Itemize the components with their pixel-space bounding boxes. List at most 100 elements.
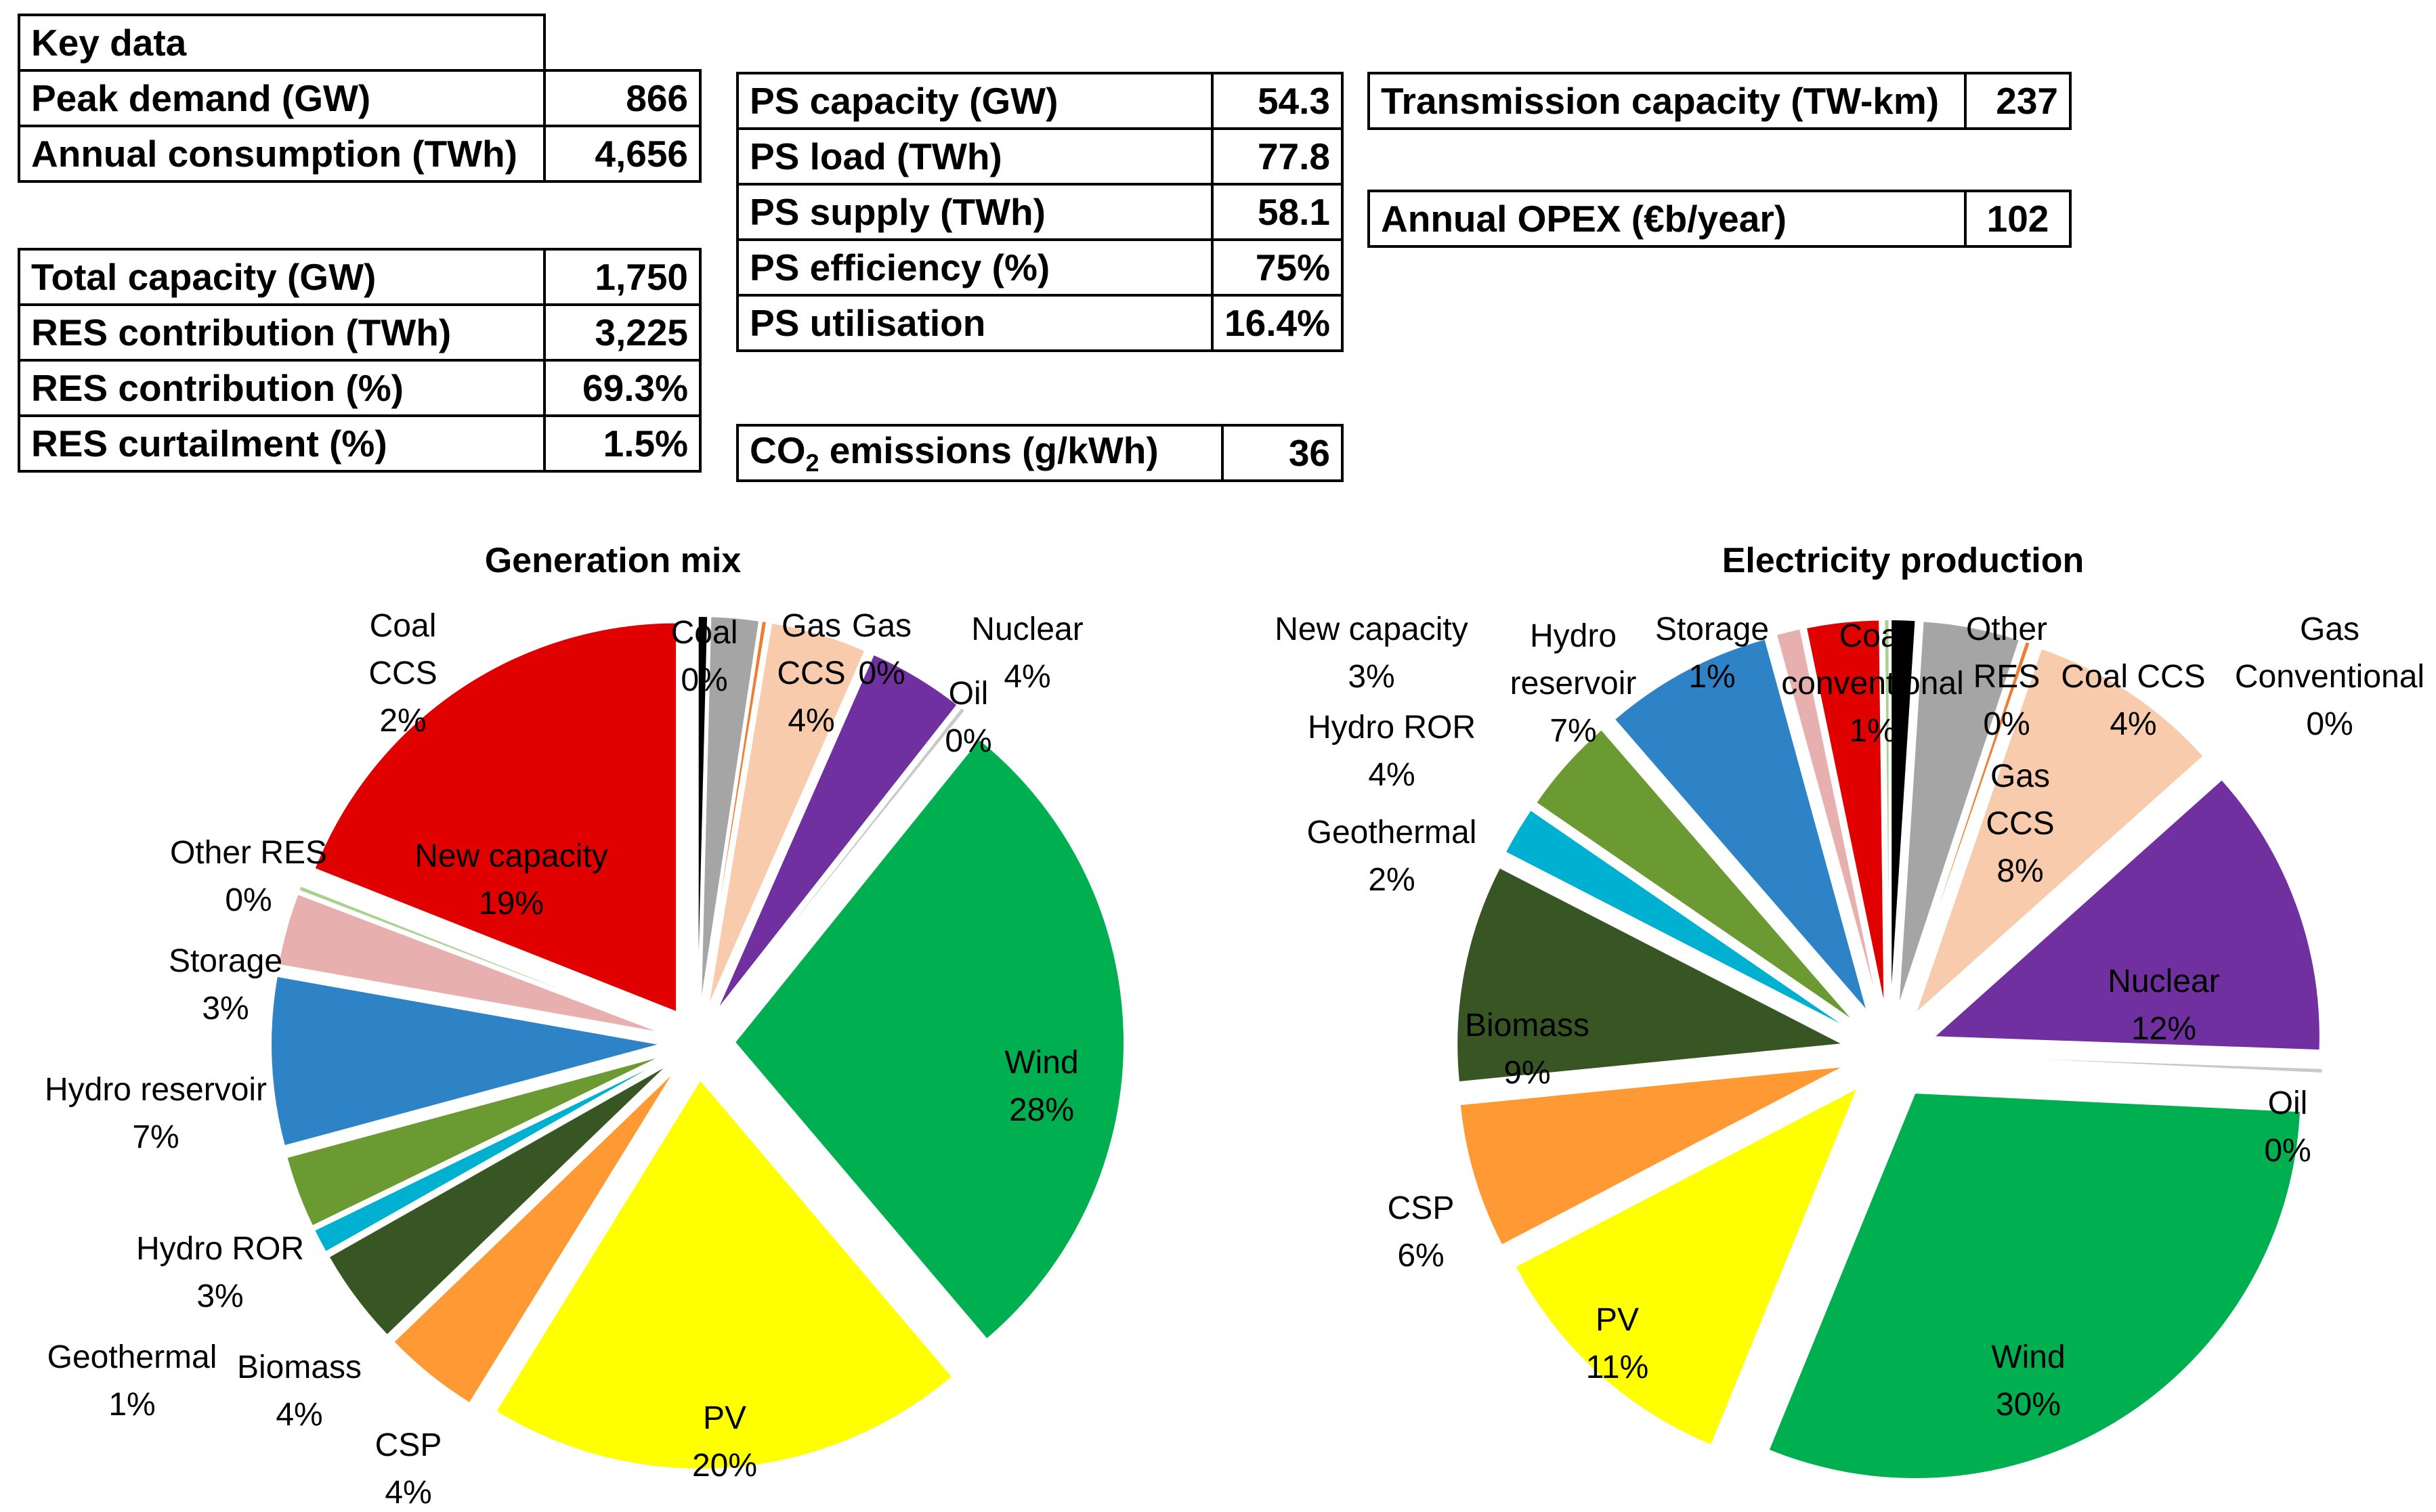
res-contribution-twh-value: 3,225 bbox=[543, 303, 702, 362]
chart1-slice-hydro-ror bbox=[286, 1055, 663, 1227]
chart1-slice-storage bbox=[277, 893, 662, 1034]
chart2-value-hydro-reservoir: 7% bbox=[1550, 713, 1596, 749]
opex-table: Annual OPEX (€b/year) 102 bbox=[1367, 190, 2072, 248]
chart1-slice-other-res bbox=[298, 885, 664, 1031]
res-contribution-pct-label: RES contribution (%) bbox=[18, 359, 546, 417]
chart1-slice-csp bbox=[392, 1071, 675, 1404]
chart1-label-biomass: Biomass 4% bbox=[237, 1349, 362, 1433]
key-data-table: Key data Peak demand (GW) 866 Annual con… bbox=[18, 14, 702, 183]
chart2-slice-csp bbox=[1459, 1066, 1845, 1247]
chart1-value-nuclear: 4% bbox=[1004, 659, 1050, 695]
transmission-table: Transmission capacity (TW-km) 237 bbox=[1367, 72, 2072, 130]
chart2-slice-geothermal bbox=[1504, 808, 1850, 1029]
chart2-label-hydro-reservoir: Hydro reservoir 7% bbox=[1510, 618, 1637, 749]
chart1-slice-gas-ccs bbox=[707, 622, 866, 1008]
chart1-value-gas-ccs: 4% bbox=[788, 703, 834, 739]
chart2-slice-coal-ccs bbox=[1898, 620, 2021, 1007]
chart1-label-gas-ccs: Gas CCS 4% bbox=[777, 608, 845, 739]
chart1-label-hydro-ror: Hydro ROR 3% bbox=[136, 1231, 304, 1314]
ps-capacity-value: 54.3 bbox=[1211, 72, 1344, 130]
chart1-value-csp: 4% bbox=[385, 1475, 431, 1511]
ps-table: PS capacity (GW) 54.3 PS load (TWh) 77.8… bbox=[735, 72, 1344, 352]
key-data-title: Key data bbox=[18, 14, 546, 72]
chart1-slice-geothermal bbox=[313, 1059, 665, 1253]
chart2-value-gas-conventional: 0% bbox=[2306, 706, 2353, 742]
chart1-slice-hydro-reservoir bbox=[270, 975, 661, 1147]
chart2-value-gas-ccs: 8% bbox=[1996, 853, 2043, 889]
chart2-slice-gas-ccs bbox=[1914, 647, 2205, 1016]
chart2-slice-new-capacity bbox=[1805, 619, 1885, 1006]
ps-supply-label: PS supply (TWh) bbox=[735, 183, 1214, 241]
chart2-slice-hydro-ror bbox=[1535, 729, 1855, 1022]
res-curtailment-value: 1.5% bbox=[543, 414, 702, 473]
ps-utilisation-label: PS utilisation bbox=[735, 294, 1214, 352]
res-contribution-pct-value: 69.3% bbox=[543, 359, 702, 417]
chart1-value-coal-ccs: 2% bbox=[379, 703, 426, 739]
chart1-label-oil: Oil 0% bbox=[945, 676, 991, 759]
total-capacity-value: 1,750 bbox=[543, 248, 702, 306]
chart1-slice-biomass bbox=[328, 1064, 668, 1337]
co2-table: CO2 emissions (g/kWh) 36 bbox=[736, 424, 1344, 482]
ps-load-value: 77.8 bbox=[1211, 127, 1344, 186]
chart2-slice-nuclear bbox=[1932, 778, 2321, 1052]
ps-efficiency-label: PS efficiency (%) bbox=[735, 238, 1214, 297]
chart2-value-wind: 30% bbox=[1996, 1387, 2061, 1423]
chart1-value-geothermal: 1% bbox=[108, 1387, 155, 1423]
chart1-label-new-capacity: New capacity 19% bbox=[414, 838, 607, 922]
chart1-slice-oil bbox=[720, 706, 966, 1014]
chart2-slice-oil bbox=[1936, 1054, 2324, 1075]
chart2-slice-wind bbox=[1768, 1092, 2302, 1480]
chart1-label-storage: Storage 3% bbox=[169, 943, 282, 1027]
chart2-label-geothermal: Geothermal 2% bbox=[1307, 815, 1477, 898]
ps-load-label: PS load (TWh) bbox=[735, 127, 1214, 186]
chart1-label-coal-ccs: Coal CCS 2% bbox=[368, 608, 437, 739]
chart1-label-geothermal: Geothermal 1% bbox=[47, 1339, 217, 1423]
chart1-label-wind: Wind 28% bbox=[1004, 1045, 1078, 1128]
chart2-slice-biomass bbox=[1456, 867, 1845, 1083]
chart2-value-oil: 0% bbox=[2264, 1133, 2311, 1169]
chart2-slice-hydro-reservoir bbox=[1613, 638, 1868, 1012]
chart2-label-nuclear: Nuclear 12% bbox=[2108, 964, 2219, 1047]
chart2-value-hydro-ror: 4% bbox=[1368, 757, 1415, 793]
chart1-slice-coal-ccs bbox=[700, 615, 761, 1006]
chart1-label-other-res: Other RES 0% bbox=[170, 835, 327, 918]
ps-supply-value: 58.1 bbox=[1211, 183, 1344, 241]
co2-value: 36 bbox=[1221, 424, 1344, 482]
chart2-label-pv: PV 11% bbox=[1586, 1302, 1649, 1385]
chart1-title: Generation mix bbox=[485, 541, 742, 580]
chart1-slice-nuclear bbox=[716, 653, 959, 1012]
chart2-value-coal-conventional: 1% bbox=[1849, 713, 1896, 749]
chart2-slice-storage bbox=[1775, 628, 1879, 1008]
ps-capacity-label: PS capacity (GW) bbox=[735, 72, 1214, 130]
transmission-value: 237 bbox=[1964, 72, 2072, 130]
chart2-label-hydro-ror: Hydro ROR 4% bbox=[1308, 710, 1476, 793]
capacity-table: Total capacity (GW) 1,750 RES contributi… bbox=[18, 248, 702, 473]
chart2-label-other-res: Other RES 0% bbox=[1966, 611, 2047, 742]
chart2-label-csp: CSP 6% bbox=[1388, 1190, 1455, 1274]
chart1-slice-new-capacity bbox=[314, 622, 678, 1013]
chart2-label-gas-ccs: Gas CCS 8% bbox=[1986, 758, 2054, 889]
chart1-value-biomass: 4% bbox=[276, 1397, 322, 1433]
chart2-slices bbox=[1456, 618, 2324, 1480]
chart2-value-csp: 6% bbox=[1397, 1238, 1444, 1274]
chart2-slice-gas-conventional bbox=[1904, 641, 2032, 1009]
chart2-label-coal-ccs: Coal CCS 4% bbox=[2061, 659, 2205, 742]
annual-consumption-label: Annual consumption (TWh) bbox=[18, 125, 546, 183]
chart1-value-storage: 3% bbox=[202, 991, 249, 1027]
res-contribution-twh-label: RES contribution (TWh) bbox=[18, 303, 546, 362]
chart1-label-csp: CSP 4% bbox=[375, 1427, 442, 1511]
chart2-value-pv: 11% bbox=[1586, 1349, 1649, 1385]
opex-label: Annual OPEX (€b/year) bbox=[1367, 190, 1967, 248]
chart1-value-new-capacity: 19% bbox=[479, 886, 544, 922]
chart1-value-oil: 0% bbox=[945, 723, 991, 759]
chart1-label-coal: Coal 0% bbox=[671, 615, 738, 698]
key-data-title-blank bbox=[543, 15, 700, 72]
chart1-label-gas: Gas 0% bbox=[852, 608, 912, 691]
chart1-value-wind: 28% bbox=[1009, 1092, 1074, 1128]
chart2-value-nuclear: 12% bbox=[2131, 1011, 2196, 1047]
annual-consumption-value: 4,656 bbox=[543, 125, 702, 183]
chart1-slice-coal bbox=[697, 615, 709, 1006]
chart2-label-oil: Oil 0% bbox=[2264, 1085, 2311, 1169]
chart1-value-hydro-reservoir: 7% bbox=[132, 1119, 179, 1155]
chart1-value-hydro-ror: 3% bbox=[196, 1278, 243, 1314]
